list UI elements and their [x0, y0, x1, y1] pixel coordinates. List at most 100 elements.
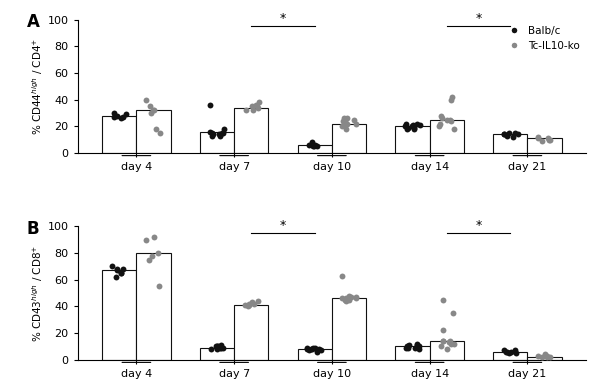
- Point: [412, 120, 422, 127]
- Point: [121, 111, 131, 117]
- Point: [337, 123, 347, 129]
- Point: [340, 115, 349, 121]
- Bar: [234, 305, 269, 360]
- Point: [542, 353, 551, 359]
- Point: [415, 122, 425, 128]
- Point: [540, 351, 550, 357]
- Point: [205, 102, 215, 108]
- Point: [341, 120, 350, 127]
- Point: [447, 94, 456, 100]
- Point: [112, 274, 121, 280]
- Point: [216, 344, 226, 351]
- Point: [213, 344, 222, 351]
- Point: [342, 115, 352, 121]
- Point: [544, 136, 554, 143]
- Point: [208, 130, 217, 136]
- Point: [438, 338, 448, 344]
- Point: [112, 266, 121, 272]
- Point: [445, 339, 454, 346]
- Point: [410, 344, 419, 351]
- Point: [117, 270, 126, 276]
- Point: [506, 349, 515, 355]
- Point: [340, 296, 350, 303]
- Text: *: *: [475, 12, 481, 25]
- Point: [240, 302, 250, 308]
- Point: [254, 104, 263, 111]
- Point: [499, 131, 509, 137]
- Point: [404, 343, 413, 350]
- Point: [341, 126, 351, 132]
- Point: [216, 342, 226, 348]
- Bar: [298, 145, 332, 153]
- Bar: [395, 126, 429, 153]
- Point: [437, 115, 447, 121]
- Bar: [298, 349, 332, 360]
- Point: [403, 124, 413, 131]
- Point: [310, 142, 320, 148]
- Point: [414, 343, 423, 350]
- Point: [307, 140, 316, 147]
- Point: [303, 344, 312, 351]
- Point: [538, 138, 547, 144]
- Point: [215, 133, 225, 139]
- Point: [538, 354, 547, 360]
- Point: [533, 134, 542, 140]
- Point: [510, 130, 520, 136]
- Point: [149, 107, 158, 113]
- Point: [117, 270, 126, 276]
- Point: [508, 134, 518, 140]
- Point: [214, 131, 224, 137]
- Bar: [395, 346, 429, 360]
- Point: [413, 341, 422, 347]
- Point: [351, 120, 361, 127]
- Point: [410, 124, 419, 131]
- Bar: [200, 348, 234, 360]
- Point: [245, 302, 254, 308]
- Point: [445, 117, 454, 123]
- Point: [211, 343, 221, 350]
- Point: [208, 133, 217, 139]
- Bar: [234, 108, 269, 153]
- Point: [144, 256, 154, 263]
- Point: [502, 133, 512, 139]
- Point: [252, 103, 262, 109]
- Bar: [136, 253, 170, 360]
- Point: [251, 102, 260, 108]
- Point: [213, 343, 223, 350]
- Point: [148, 253, 157, 259]
- Point: [344, 296, 354, 303]
- Point: [316, 347, 326, 353]
- Point: [254, 99, 263, 106]
- Point: [112, 113, 122, 119]
- Point: [151, 126, 161, 132]
- Point: [308, 143, 318, 149]
- Point: [109, 110, 118, 116]
- Point: [208, 131, 217, 137]
- Point: [310, 344, 320, 351]
- Point: [533, 135, 543, 142]
- Point: [450, 126, 459, 132]
- Point: [352, 295, 361, 301]
- Point: [149, 107, 158, 113]
- Point: [218, 130, 228, 136]
- Point: [401, 344, 411, 351]
- Point: [512, 350, 521, 356]
- Bar: [429, 120, 464, 153]
- Bar: [136, 110, 170, 153]
- Point: [341, 298, 350, 304]
- Point: [337, 273, 346, 279]
- Point: [142, 97, 151, 103]
- Point: [402, 343, 412, 350]
- Point: [414, 343, 423, 350]
- Point: [512, 131, 522, 137]
- Point: [154, 283, 164, 289]
- Point: [349, 117, 359, 123]
- Point: [341, 295, 350, 301]
- Point: [247, 299, 257, 305]
- Point: [443, 117, 452, 123]
- Point: [438, 327, 447, 334]
- Point: [146, 110, 155, 116]
- Point: [149, 234, 158, 240]
- Y-axis label: % CD44$^{high}$ / CD4$^{+}$: % CD44$^{high}$ / CD4$^{+}$: [30, 38, 45, 135]
- Point: [545, 136, 555, 143]
